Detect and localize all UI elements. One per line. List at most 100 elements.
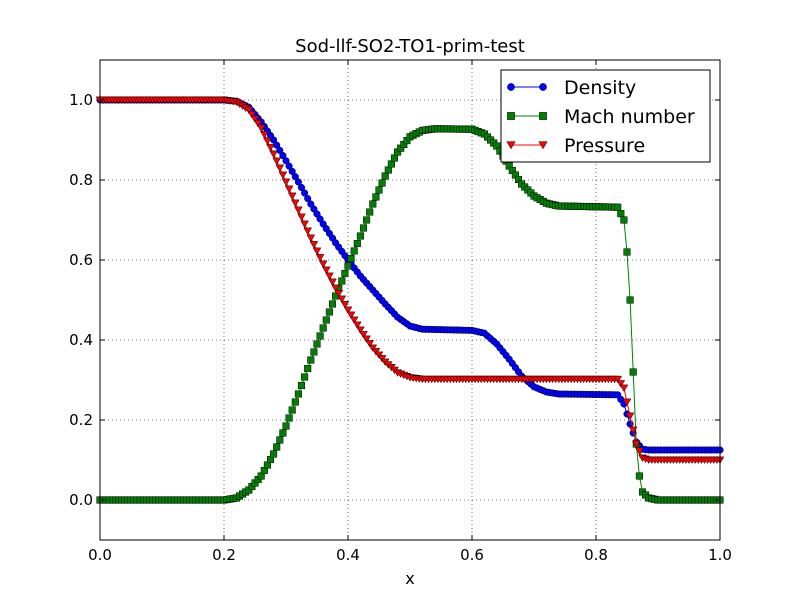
data-point-mach-number bbox=[356, 232, 364, 240]
data-point-mach-number bbox=[282, 422, 290, 430]
data-point-pressure bbox=[359, 331, 368, 339]
data-point-mach-number bbox=[328, 300, 337, 308]
data-point-pressure bbox=[275, 164, 285, 173]
data-point-pressure bbox=[253, 120, 263, 128]
chart-title: Sod-llf-SO2-TO1-prim-test bbox=[295, 36, 525, 57]
data-point-pressure bbox=[328, 278, 337, 287]
data-point-mach-number bbox=[338, 277, 346, 285]
data-point-pressure bbox=[250, 115, 260, 124]
data-point-pressure bbox=[263, 137, 272, 146]
data-point-mach-number bbox=[276, 436, 284, 444]
data-point-pressure bbox=[312, 247, 322, 256]
data-point-mach-number bbox=[319, 324, 327, 332]
data-point-mach-number bbox=[620, 216, 628, 224]
legend-marker bbox=[539, 83, 547, 91]
data-point-pressure bbox=[340, 301, 350, 309]
data-point-mach-number bbox=[291, 398, 299, 406]
data-point-pressure bbox=[306, 234, 316, 243]
data-point-density bbox=[304, 194, 312, 203]
legend: Density Mach number Pressure bbox=[500, 69, 711, 163]
data-point-mach-number bbox=[363, 216, 371, 224]
data-point-mach-number bbox=[310, 348, 318, 356]
axis-ticks: 0.0 0.2 0.4 0.6 0.8 1.0 0.0 0.2 0.4 0.6 0.8 1.0 bbox=[69, 60, 732, 564]
data-point-pressure bbox=[281, 178, 291, 187]
data-point-mach-number bbox=[270, 450, 278, 458]
data-point-mach-number bbox=[297, 381, 306, 390]
data-point-pressure bbox=[278, 171, 288, 180]
data-point-pressure bbox=[628, 426, 638, 435]
data-point-mach-number bbox=[366, 208, 374, 216]
data-point-mach-number bbox=[325, 308, 333, 316]
data-point-density bbox=[279, 152, 287, 160]
data-point-mach-number bbox=[301, 373, 309, 381]
data-point-pressure bbox=[635, 447, 644, 456]
x-tick-label: 1.0 bbox=[708, 546, 732, 564]
data-point-mach-number bbox=[341, 269, 349, 278]
data-point-density bbox=[291, 173, 299, 181]
y-tick-label: 1.0 bbox=[69, 91, 93, 109]
data-point-density bbox=[285, 162, 293, 170]
series-pressure bbox=[95, 96, 725, 465]
data-point-density bbox=[297, 183, 306, 192]
data-point-pressure bbox=[349, 316, 359, 325]
data-point-pressure bbox=[352, 321, 362, 330]
data-point-pressure bbox=[256, 124, 266, 133]
x-tick-label: 0.2 bbox=[212, 546, 236, 564]
data-point-mach-number bbox=[617, 210, 625, 218]
data-point-mach-number bbox=[316, 332, 324, 340]
data-point-mach-number bbox=[614, 203, 622, 211]
data-point-density bbox=[276, 146, 284, 154]
data-point-pressure bbox=[266, 144, 275, 152]
data-point-mach-number bbox=[294, 390, 302, 398]
data-point-mach-number bbox=[279, 429, 287, 437]
legend-entry-pressure: Pressure bbox=[506, 135, 645, 157]
data-point-mach-number bbox=[635, 472, 643, 480]
data-point-pressure bbox=[272, 157, 282, 166]
data-point-mach-number bbox=[285, 414, 293, 422]
legend-marker bbox=[507, 112, 515, 120]
data-point-pressure bbox=[318, 260, 328, 269]
data-point-pressure bbox=[294, 206, 303, 215]
data-point-mach-number bbox=[629, 368, 637, 376]
data-point-pressure bbox=[269, 150, 278, 159]
data-point-mach-number bbox=[372, 193, 380, 201]
data-point-pressure bbox=[622, 398, 632, 407]
data-point-pressure bbox=[315, 254, 325, 262]
data-point-pressure bbox=[337, 295, 347, 304]
data-point-mach-number bbox=[378, 179, 386, 187]
legend-label: Mach number bbox=[564, 106, 695, 128]
legend-marker bbox=[539, 112, 547, 120]
legend-label: Pressure bbox=[564, 135, 645, 157]
data-point-mach-number bbox=[369, 200, 377, 208]
legend-marker bbox=[507, 83, 515, 91]
data-point-pressure bbox=[619, 384, 629, 393]
x-tick-label: 0.0 bbox=[88, 546, 112, 564]
plot-series bbox=[95, 96, 725, 504]
x-tick-label: 0.4 bbox=[336, 546, 360, 564]
legend-entry-density: Density bbox=[507, 77, 636, 99]
legend-marker bbox=[538, 141, 548, 150]
data-point-mach-number bbox=[288, 406, 296, 414]
data-point-pressure bbox=[631, 440, 641, 449]
data-point-pressure bbox=[309, 241, 319, 249]
data-point-mach-number bbox=[387, 160, 395, 168]
data-point-mach-number bbox=[273, 443, 281, 451]
data-point-pressure bbox=[287, 192, 297, 201]
data-point-pressure bbox=[613, 375, 623, 384]
data-point-pressure bbox=[300, 220, 309, 229]
y-tick-label: 0.8 bbox=[69, 171, 93, 189]
data-point-mach-number bbox=[347, 254, 355, 263]
data-point-pressure bbox=[303, 227, 313, 236]
data-point-mach-number bbox=[313, 340, 321, 348]
data-point-density bbox=[282, 157, 290, 165]
y-tick-label: 0.6 bbox=[69, 251, 93, 269]
data-point-pressure bbox=[334, 290, 344, 298]
data-point-pressure bbox=[284, 185, 294, 194]
legend-label: Density bbox=[564, 77, 636, 99]
data-point-pressure bbox=[259, 131, 269, 139]
data-point-density bbox=[301, 189, 309, 197]
data-point-mach-number bbox=[384, 166, 392, 174]
data-point-pressure bbox=[362, 335, 371, 344]
y-tick-label: 0.4 bbox=[69, 331, 93, 349]
